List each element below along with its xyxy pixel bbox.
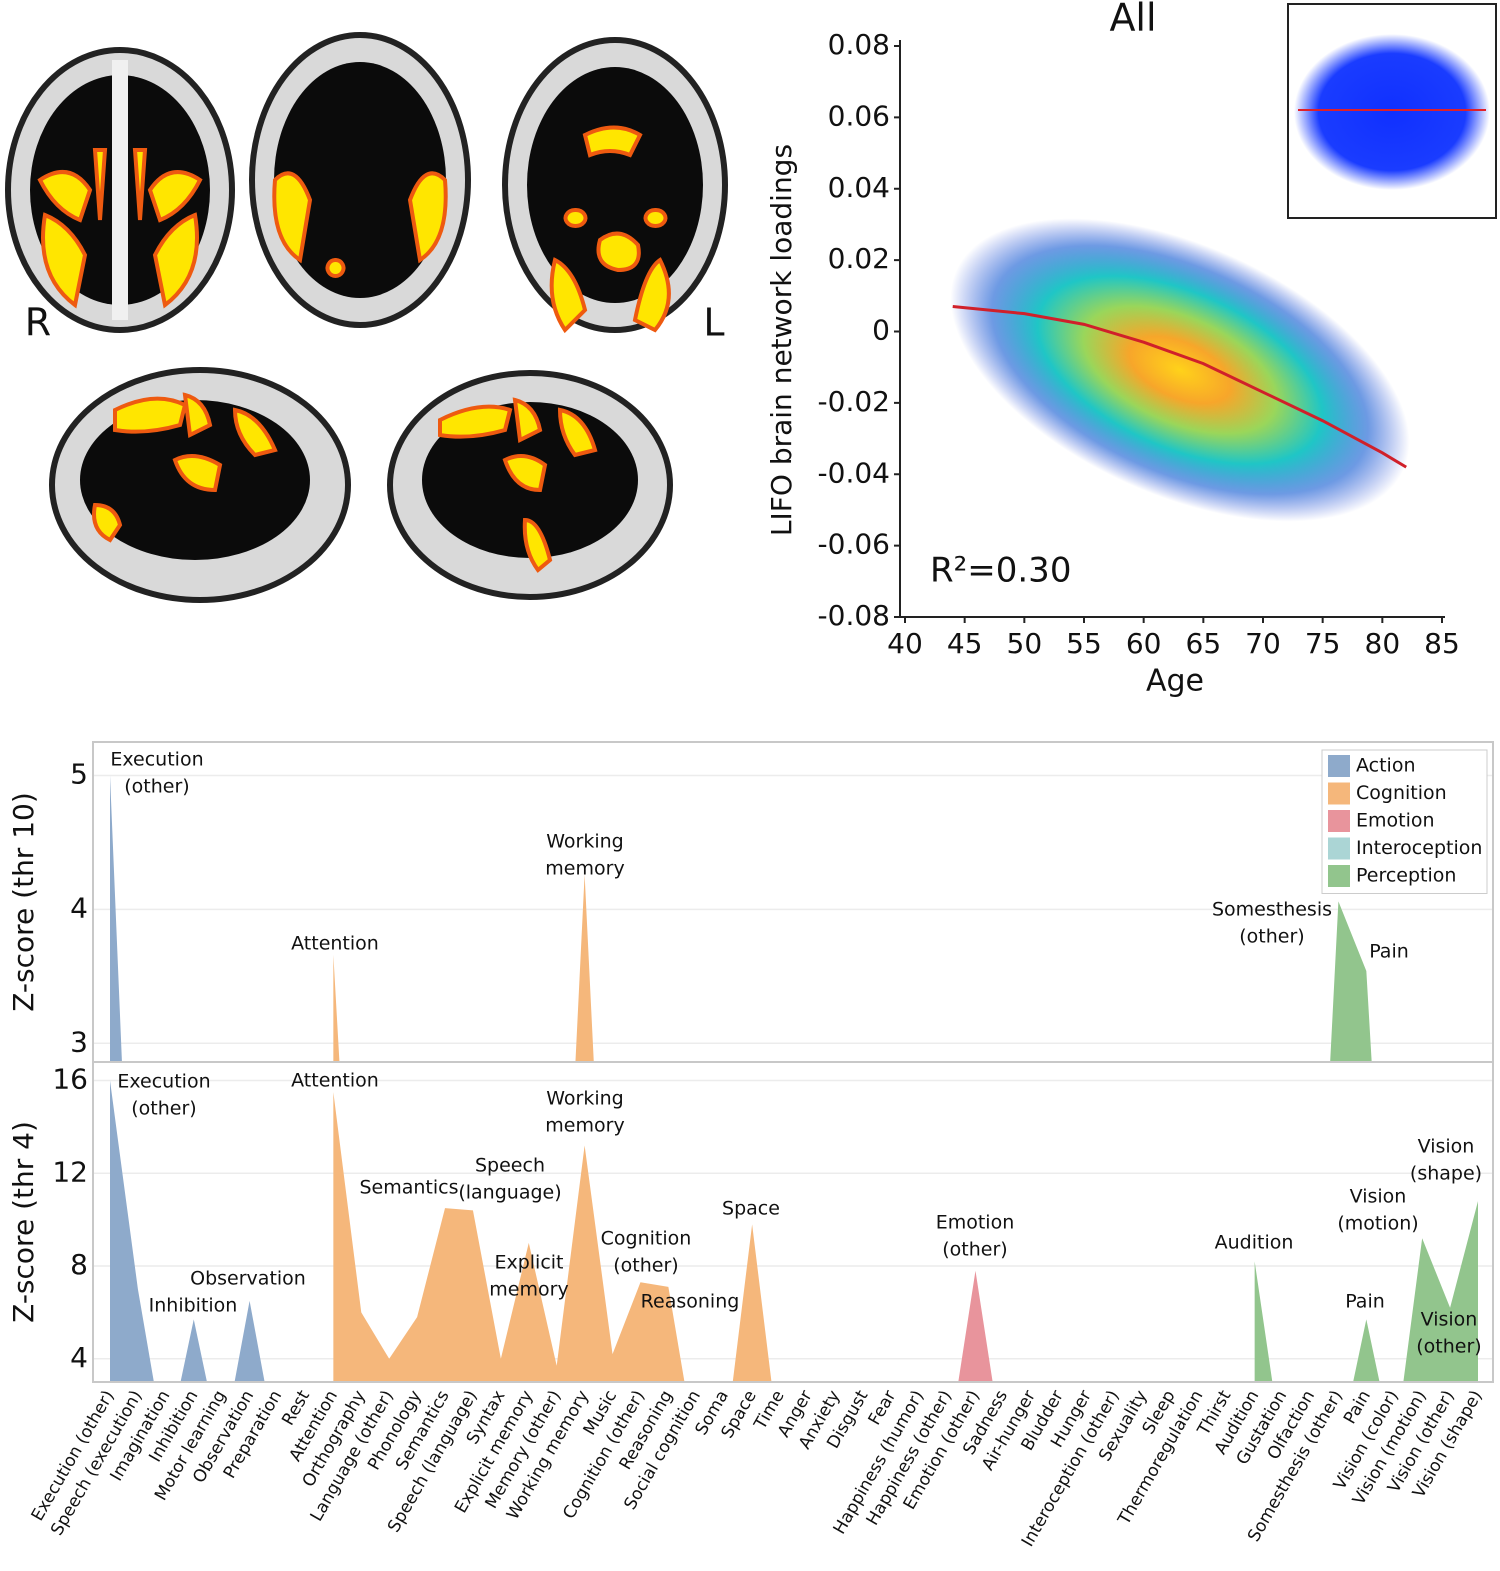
legend-swatch xyxy=(1328,837,1350,860)
annotation: R²=0.30 xyxy=(930,551,1071,591)
y-tick-label: -0.06 xyxy=(818,528,890,561)
y-tick-label: 0.02 xyxy=(828,242,890,275)
legend-label: Interoception xyxy=(1356,837,1482,859)
annotation: (other) xyxy=(124,776,189,798)
y-axis-label: LIFO brain network loadings xyxy=(765,144,798,536)
legend-label: Emotion xyxy=(1356,810,1435,832)
plot-area xyxy=(110,775,1478,1445)
x-tick-label: 45 xyxy=(947,627,983,660)
legend-swatch xyxy=(1328,782,1350,805)
y-tick-label: 12 xyxy=(52,1155,88,1188)
y-tick-label: 0.06 xyxy=(828,99,890,132)
panel-frame xyxy=(92,1061,1494,1383)
annotation: Explicit xyxy=(494,1252,563,1274)
y-axis-label: Z-score (thr 10) xyxy=(7,792,40,1012)
annotation: Execution xyxy=(110,749,203,771)
y-tick-label: 0.04 xyxy=(828,171,890,204)
y-tick-label: 0 xyxy=(872,314,890,347)
x-tick-label: 70 xyxy=(1245,627,1281,660)
x-axis-label: Age xyxy=(1146,664,1204,699)
annotation: Space xyxy=(722,1198,780,1220)
annotation: (language) xyxy=(458,1182,561,1204)
x-tick-label: 60 xyxy=(1126,627,1162,660)
annotation: (other) xyxy=(942,1239,1007,1261)
annotation: Reasoning xyxy=(641,1291,740,1313)
inset xyxy=(1287,3,1497,219)
annotation: Execution xyxy=(117,1071,210,1093)
brain-slices xyxy=(5,32,728,603)
annotation: (other) xyxy=(1416,1336,1481,1358)
annotation: Inhibition xyxy=(149,1295,238,1317)
hemisphere-label: R xyxy=(25,301,51,345)
annotation: Semantics xyxy=(359,1177,458,1199)
y-tick-label: -0.04 xyxy=(818,456,890,489)
legend-swatch xyxy=(1328,810,1350,832)
y-tick-label: 4 xyxy=(70,1341,88,1374)
annotation: Pain xyxy=(1369,941,1409,963)
y-axis-label: Z-score (thr 4) xyxy=(7,1121,40,1323)
fit-line xyxy=(952,305,1407,469)
annotation: (other) xyxy=(131,1098,196,1120)
x-tick-label: 85 xyxy=(1424,627,1460,660)
annotation: memory xyxy=(489,1279,568,1301)
annotation: memory xyxy=(545,1115,624,1137)
area xyxy=(110,1080,306,1382)
y-tick-label: 16 xyxy=(52,1063,88,1096)
annotation: Observation xyxy=(190,1268,306,1290)
annotation: Attention xyxy=(291,1070,379,1092)
annotation: (other) xyxy=(613,1255,678,1277)
annotation: Working xyxy=(546,831,624,853)
area xyxy=(807,1270,1004,1382)
annotation: Emotion xyxy=(936,1212,1015,1234)
annotation: Somesthesis xyxy=(1212,899,1332,921)
annotation: Vision xyxy=(1421,1309,1478,1331)
y-tick-label: -0.08 xyxy=(818,599,890,632)
x-tick-label: 55 xyxy=(1066,627,1102,660)
annotation: Attention xyxy=(291,933,379,955)
annotation: Vision xyxy=(1350,1186,1407,1208)
x-tick-label: 80 xyxy=(1365,627,1401,660)
density-cloud xyxy=(950,218,1410,522)
annotation: (motion) xyxy=(1337,1213,1418,1235)
legend-label: Perception xyxy=(1356,865,1456,887)
legend-swatch xyxy=(1328,755,1350,777)
x-tick-label: 75 xyxy=(1305,627,1341,660)
legend-swatch xyxy=(1328,865,1350,887)
x-tick-label: 50 xyxy=(1007,627,1043,660)
y-tick-label: 4 xyxy=(70,891,88,924)
area xyxy=(1254,901,1478,1062)
plot-area xyxy=(110,1080,1478,1382)
annotation: (other) xyxy=(1239,926,1304,948)
y-tick-label: 0.08 xyxy=(828,28,890,61)
area xyxy=(333,1092,781,1382)
hemisphere-label: L xyxy=(703,301,724,345)
annotation: Vision xyxy=(1418,1136,1475,1158)
area xyxy=(1031,1062,1226,1445)
annotation: Pain xyxy=(1345,1291,1385,1313)
x-tick-label: 40 xyxy=(887,627,923,660)
x-tick-label: 65 xyxy=(1186,627,1222,660)
y-tick-label: 8 xyxy=(70,1248,88,1281)
area xyxy=(1254,1201,1478,1382)
annotation: (shape) xyxy=(1410,1163,1482,1185)
y-tick-label: 5 xyxy=(70,757,88,790)
annotation: memory xyxy=(545,858,624,880)
annotation: Working xyxy=(546,1088,624,1110)
y-tick-label: -0.02 xyxy=(818,385,890,418)
chart-title: All xyxy=(1109,0,1156,40)
legend-label: Action xyxy=(1356,755,1416,777)
annotation: Audition xyxy=(1215,1232,1294,1254)
annotation: Speech xyxy=(475,1155,545,1177)
legend-label: Cognition xyxy=(1356,782,1447,804)
y-tick-label: 3 xyxy=(70,1025,88,1058)
annotation: Cognition xyxy=(601,1228,692,1250)
